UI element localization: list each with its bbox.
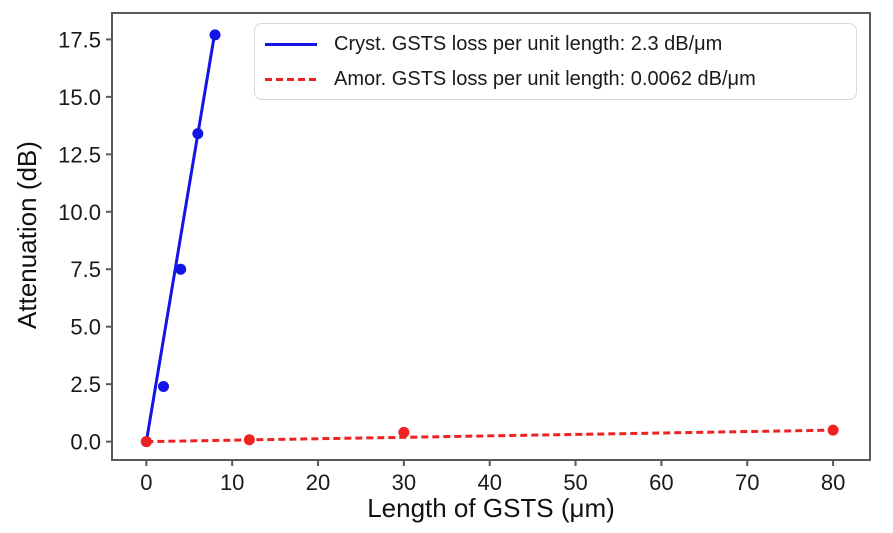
y-tick-label: 2.5 [70,372,101,397]
x-tick-label: 50 [563,470,587,495]
y-tick-label: 7.5 [70,257,101,282]
y-tick-label: 10.0 [58,200,101,225]
x-tick-label: 70 [735,470,759,495]
cryst-gsts-data-point [192,128,204,140]
amor-gsts-data-point [140,436,152,448]
y-tick-label: 17.5 [58,27,101,52]
amor-gsts-data-point [827,424,839,436]
legend-label-amor: Amor. GSTS loss per unit length: 0.0062 … [334,68,756,90]
y-tick-label: 0.0 [70,430,101,455]
legend-item-cryst: Cryst. GSTS loss per unit length: 2.3 dB… [265,30,846,58]
x-tick-label: 40 [477,470,501,495]
x-tick-label: 10 [220,470,244,495]
legend-label-cryst: Cryst. GSTS loss per unit length: 2.3 dB… [334,33,723,55]
amor-gsts-data-point [398,426,410,438]
x-tick-label: 0 [140,470,152,495]
amor-gsts-data-point [243,434,255,446]
cryst-gsts-data-point [209,29,221,41]
x-axis-title: Length of GSTS (μm) [367,493,615,523]
y-tick-label: 12.5 [58,142,101,167]
legend-dashed-line-sample [265,77,317,81]
cryst-gsts-data-point [175,263,187,275]
y-axis-title: Attenuation (dB) [12,141,42,329]
x-tick-label: 20 [306,470,330,495]
cryst-gsts-fit-line [144,31,217,442]
x-tick-label: 60 [649,470,673,495]
x-tick-label: 30 [392,470,416,495]
cryst-gsts-data-point [158,380,170,392]
amor-gsts-fit-line [146,428,834,444]
y-tick-label: 15.0 [58,85,101,110]
legend-item-amor: Amor. GSTS loss per unit length: 0.0062 … [265,65,846,93]
x-tick-label: 80 [821,470,845,495]
plot-frame [111,12,871,461]
legend-box: Cryst. GSTS loss per unit length: 2.3 dB… [254,23,857,100]
legend-solid-line-sample [265,42,317,46]
y-tick-label: 5.0 [70,315,101,340]
